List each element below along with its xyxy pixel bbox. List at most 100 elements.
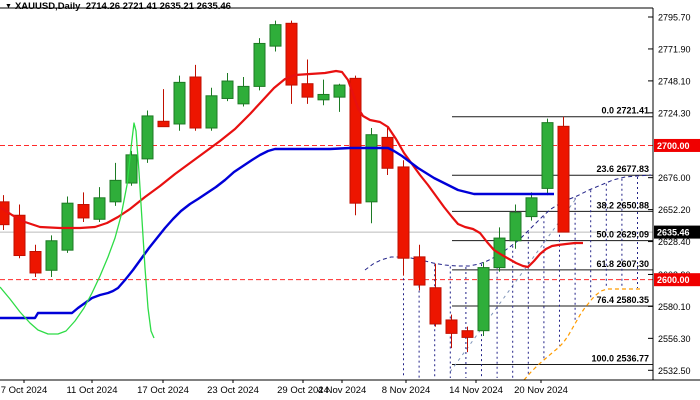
price-badges-layer: 2700.00 2635.46 2600.00 <box>654 138 700 287</box>
tenkan-sen-line <box>0 69 583 269</box>
price-badge-2635.46: 2635.46 <box>654 225 700 239</box>
candle <box>45 235 58 277</box>
candle-body <box>445 319 458 334</box>
fib-label-38.2: 38.2 2650.88 <box>596 200 649 210</box>
time-tick-label: 4 Nov 2024 <box>318 385 367 396</box>
candle-body <box>13 214 26 257</box>
fibonacci-labels-layer: 0.0 2721.41 23.6 2677.83 38.2 2650.88 50.0 … <box>591 106 649 364</box>
candle-body <box>301 83 314 98</box>
candle-body <box>125 154 138 184</box>
time-tick-label: 7 Oct 2024 <box>1 385 47 396</box>
candle-body <box>109 179 122 203</box>
candle-body <box>61 202 74 251</box>
candle <box>413 244 426 291</box>
price-tick-label: 2724.30 <box>658 108 691 118</box>
candle-body <box>253 42 266 87</box>
candle <box>557 116 570 233</box>
candle-body <box>381 136 394 169</box>
candle <box>541 118 554 196</box>
candle-body <box>269 24 282 47</box>
candle <box>29 244 42 277</box>
candle-body <box>397 166 410 259</box>
candle <box>141 110 154 163</box>
price-tick-label: 2628.40 <box>658 237 691 247</box>
candle <box>189 64 202 131</box>
price-badge-label: 2635.46 <box>657 228 690 238</box>
symbol-period-label: XAUUSD,Daily <box>14 1 81 12</box>
ichimoku-cloud-layer <box>364 174 652 381</box>
time-tick-label: 23 Oct 2024 <box>207 385 259 396</box>
candle-body <box>141 115 154 160</box>
price-badge-bg <box>654 225 700 239</box>
ohlc-values: 2714.26 2721.41 2635.21 2635.46 <box>85 1 231 12</box>
price-badge-label: 2600.00 <box>657 275 690 285</box>
candle <box>109 162 122 206</box>
price-tick-label: 2652.20 <box>658 205 691 215</box>
candle <box>125 150 138 186</box>
price-tick-label: 2771.90 <box>658 44 691 54</box>
candle <box>493 227 506 272</box>
price-tick-label: 2532.50 <box>658 366 691 376</box>
candle <box>253 38 266 91</box>
candle-body <box>45 240 58 271</box>
candle-body <box>221 80 234 99</box>
candle <box>61 196 74 253</box>
candle-body <box>285 22 298 86</box>
candlesticks-layer <box>0 20 570 353</box>
candle-body <box>509 212 522 242</box>
candle <box>365 128 378 224</box>
candle <box>477 262 490 337</box>
indicator-lines-layer <box>0 69 583 339</box>
fib-label-23.6: 23.6 2677.83 <box>596 164 649 174</box>
candle <box>317 79 330 106</box>
time-tick-label: 20 Nov 2024 <box>514 385 568 396</box>
candle <box>429 263 442 327</box>
candle-body <box>365 134 378 203</box>
chart-title: ▼ XAUUSD,Daily 2714.26 2721.41 2635.21 26… <box>5 1 231 12</box>
candle <box>157 89 170 128</box>
candle <box>13 204 26 259</box>
time-tick-label: 14 Nov 2024 <box>449 385 503 396</box>
chikou-span-line <box>0 122 155 339</box>
fib-label-0.0: 0.0 2721.41 <box>601 106 649 116</box>
candle-body <box>557 125 570 233</box>
price-tick-label: 2676.00 <box>658 173 691 183</box>
candle <box>301 59 314 104</box>
time-tick-label: 17 Oct 2024 <box>137 385 189 396</box>
price-tick-label: 2795.70 <box>658 13 691 23</box>
candle-body <box>413 256 426 286</box>
candle <box>349 75 362 216</box>
price-badge-bg <box>654 138 700 152</box>
price-badge-2700.00: 2700.00 <box>654 138 700 152</box>
senkou-span-a-line <box>364 174 652 271</box>
candle <box>525 192 538 221</box>
axes-layer: 2795.70 2771.90 2748.10 2724.30 2676.00 2652.… <box>0 7 700 396</box>
candle-body <box>429 287 442 325</box>
candle <box>205 87 218 131</box>
fib-label-61.8: 61.8 2607.30 <box>596 259 649 269</box>
price-tick-label: 2580.10 <box>658 302 691 312</box>
price-badge-2600.00: 2600.00 <box>654 273 700 287</box>
time-tick-label: 8 Nov 2024 <box>382 385 431 396</box>
candle <box>269 20 282 52</box>
candle <box>221 72 234 102</box>
price-badge-label: 2700.00 <box>657 141 690 151</box>
candle <box>397 160 410 276</box>
candle <box>461 326 474 353</box>
candle-body <box>461 330 474 338</box>
candle <box>173 75 186 131</box>
symbol-dropdown-arrow-icon[interactable]: ▼ <box>5 3 12 10</box>
candle-body <box>205 95 218 129</box>
candle <box>77 192 90 222</box>
candle <box>333 83 346 112</box>
price-badge-bg <box>654 273 700 287</box>
kijun-sen-line <box>0 146 554 320</box>
candle-body <box>333 84 346 98</box>
candle <box>381 126 394 175</box>
candle-body <box>189 76 202 129</box>
price-tick-label: 2748.10 <box>658 76 691 86</box>
candle-body <box>77 204 90 219</box>
candle-body <box>93 197 106 220</box>
